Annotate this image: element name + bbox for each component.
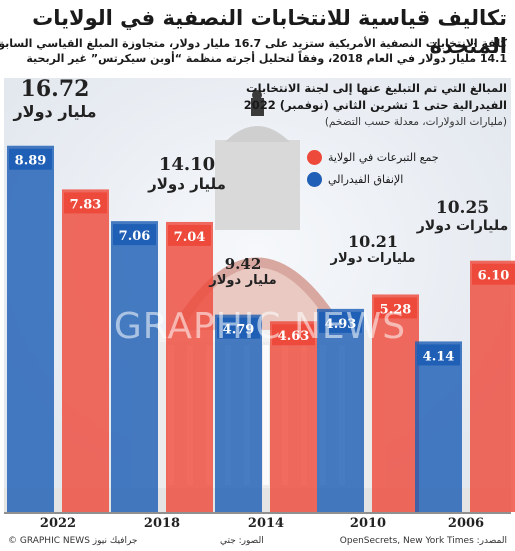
total-2006: 10.25 مليارات دولار — [410, 198, 515, 234]
source-credit: المصدر: OpenSecrets, New York Times — [339, 536, 507, 546]
bar-label-bg-state-2010 — [374, 297, 417, 319]
legend-item-state: جمع التبرعات في الولاية — [307, 150, 507, 165]
bar-label-federal-2010: 4.93 — [325, 317, 357, 332]
bar-label-bg-federal-2022 — [9, 148, 52, 170]
bar-federal-2006 — [415, 341, 462, 512]
bar-label-bg-state-2022 — [64, 192, 107, 214]
total-value-2014: 9.42 — [224, 255, 262, 273]
category-label-2006: 2006 — [448, 516, 484, 531]
bar-label-state-2006: 6.10 — [478, 269, 510, 284]
bar-state-2010 — [372, 294, 419, 512]
total-unit-2014: مليار دولار — [209, 273, 277, 288]
bar-label-state-2018: 7.04 — [174, 230, 206, 245]
bar-label-bg-state-2018 — [168, 224, 211, 246]
total-value-2006: 10.25 — [435, 198, 490, 218]
page-title: تكاليف قياسية للانتخابات النصفية في الول… — [32, 6, 507, 58]
total-2018: 14.10 مليار دولار — [132, 154, 242, 193]
bar-state-2006 — [470, 260, 515, 512]
photo-credit: الصور: جتي — [220, 536, 264, 546]
category-label-2010: 2010 — [350, 516, 386, 531]
legend-label-state: جمع التبرعات في الولاية — [328, 151, 439, 164]
bar-label-bg-state-2006 — [472, 263, 515, 285]
bar-federal-2014 — [215, 314, 262, 512]
total-unit-2018: مليار دولار — [148, 175, 226, 193]
total-unit-2006: مليارات دولار — [416, 218, 509, 234]
legend-label-federal: الإنفاق الفيدرالي — [328, 173, 404, 186]
total-2014: 9.42 مليار دولار — [188, 255, 298, 288]
bar-state-2018 — [166, 221, 213, 512]
bar-label-state-2014: 4.63 — [278, 329, 310, 344]
legend-swatch-state — [307, 150, 322, 165]
bar-label-federal-2014: 4.79 — [223, 323, 255, 338]
total-2022: 16.72 مليار دولار — [0, 76, 110, 121]
bar-label-state-2022: 7.83 — [70, 197, 102, 212]
info-line-1: المبالغ التي تم التبليغ عنها إلى لجنة ال… — [246, 81, 507, 95]
watermark: GRAPHIC NEWS — [113, 306, 407, 347]
total-2010: 10.21 مليارات دولار — [318, 232, 428, 266]
info-line-2: الفيدرالية حتى 1 تشرين الثاني (نوفمبر) 2… — [243, 98, 507, 112]
category-label-2014: 2014 — [248, 516, 284, 531]
agency-credit: © GRAPHIC NEWS جرافيك نيوز — [8, 536, 138, 546]
legend-swatch-federal — [307, 172, 322, 187]
footer: المصدر: OpenSecrets, New York Times الصو… — [0, 533, 515, 551]
bar-label-state-2010: 5.28 — [380, 302, 412, 317]
chart-info: المبالغ التي تم التبليغ عنها إلى لجنة ال… — [243, 80, 507, 130]
total-unit-2022: مليار دولار — [13, 102, 97, 121]
info-note: (مليارات الدولارات، معدلة حسب التضخم) — [324, 116, 507, 128]
bar-federal-2010 — [317, 308, 364, 512]
category-axis: 2022 2018 2014 2010 2006 — [4, 512, 511, 531]
total-value-2022: 16.72 — [20, 76, 90, 102]
subtitle-line-2: 14.1 مليار دولار في العام 2018، وفقاً لت… — [26, 52, 507, 65]
category-label-2022: 2022 — [40, 516, 76, 531]
bar-federal-2022 — [7, 145, 54, 512]
bar-federal-2018 — [111, 221, 158, 513]
total-value-2018: 14.10 — [158, 154, 216, 175]
bar-label-federal-2006: 4.14 — [423, 349, 455, 364]
bar-label-bg-federal-2006 — [417, 344, 460, 366]
total-unit-2010: مليارات دولار — [330, 251, 416, 266]
bar-label-federal-2018: 7.06 — [119, 229, 151, 244]
bar-label-federal-2022: 8.89 — [15, 154, 47, 169]
bar-label-bg-federal-2018 — [113, 224, 156, 246]
bar-state-2014 — [270, 321, 317, 512]
page-subtitle: كلفة الانتخابات النصفية الأمريكية ستزيد … — [0, 36, 507, 66]
bar-state-2022 — [62, 189, 109, 513]
bar-label-bg-state-2014 — [272, 324, 315, 346]
bars-group: 8.89 7.83 7.06 7.04 4.79 4.63 4.93 5.28 4.14 6.10 — [7, 145, 515, 513]
subtitle-line-1: كلفة الانتخابات النصفية الأمريكية ستزيد … — [0, 37, 507, 50]
category-label-2018: 2018 — [144, 516, 180, 531]
legend-item-federal: الإنفاق الفيدرالي — [307, 172, 507, 187]
bar-label-bg-federal-2010 — [319, 311, 362, 333]
total-value-2010: 10.21 — [347, 232, 399, 251]
bar-label-bg-federal-2014 — [217, 317, 260, 339]
